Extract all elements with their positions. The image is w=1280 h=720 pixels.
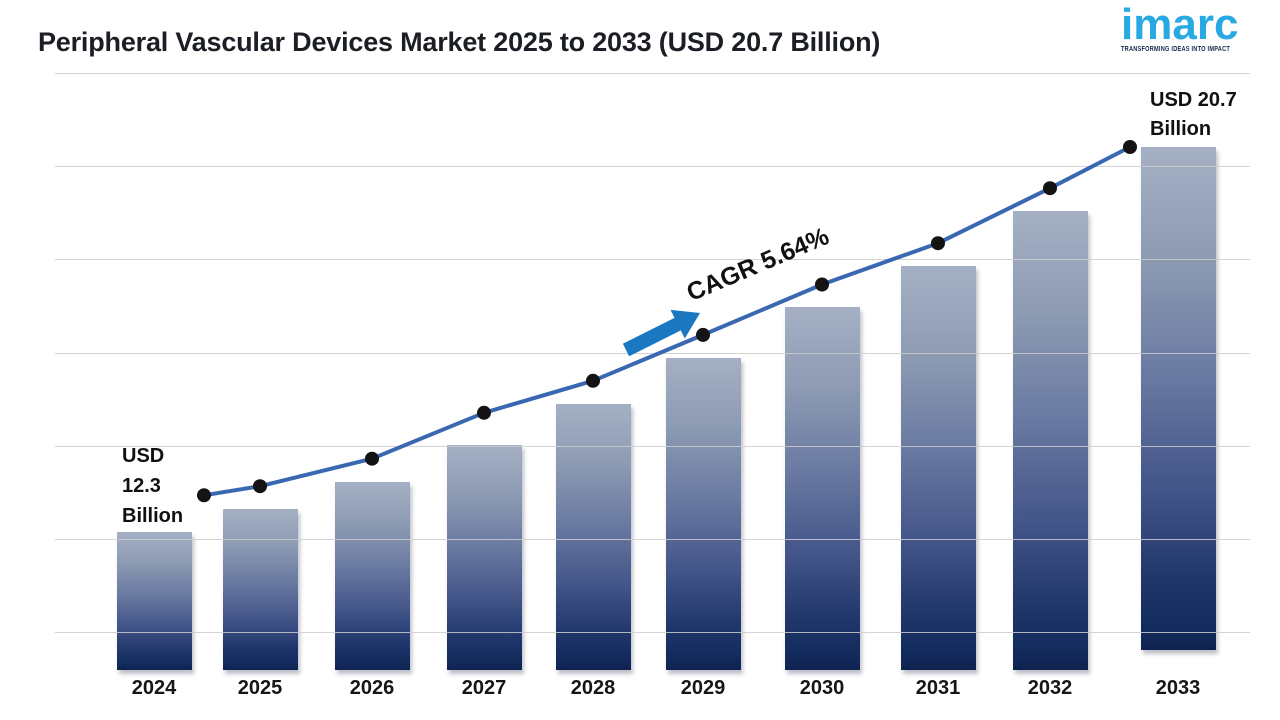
x-axis-label-2028: 2028 [570, 677, 616, 699]
trend-marker-2032 [1043, 181, 1057, 196]
cagr-arrow-icon [622, 309, 700, 357]
x-axis-label-2025: 2025 [237, 677, 283, 699]
bar-2029 [665, 357, 741, 670]
x-axis-label-2031: 2031 [915, 677, 961, 699]
imarc-logo-tagline: TRANSFORMING IDEAS INTO IMPACT [1121, 46, 1231, 53]
gridline-5 [55, 539, 1250, 540]
gridline-4 [55, 446, 1250, 447]
bar-2025 [222, 509, 298, 670]
bar-2032 [1012, 211, 1088, 670]
x-axis-label-2033: 2033 [1155, 677, 1201, 699]
gridline-1 [55, 166, 1250, 167]
x-axis-label-2024: 2024 [131, 677, 177, 699]
trend-marker-2027 [477, 405, 491, 420]
trend-marker-2026 [365, 451, 379, 466]
gridline-6 [55, 632, 1250, 633]
x-axis-label-2029: 2029 [680, 677, 726, 699]
x-axis-label-2027: 2027 [461, 677, 507, 699]
bar-2028 [555, 403, 631, 670]
trend-marker-2030 [815, 277, 829, 292]
bar-2031 [900, 266, 976, 670]
trend-line [203, 145, 1131, 498]
trend-marker-2024 [197, 488, 211, 503]
gridline-0 [55, 73, 1250, 74]
imarc-logo: imarc TRANSFORMING IDEAS INTO IMPACT [1121, 0, 1257, 54]
trend-marker-2028 [586, 373, 600, 388]
gridline-3 [55, 353, 1250, 354]
bar-2030 [784, 307, 860, 670]
page-title: Peripheral Vascular Devices Market 2025 … [38, 27, 881, 57]
bar-2024 [116, 532, 192, 670]
start-value-label: USD 12.3 Billion [122, 445, 184, 527]
x-axis-label-2026: 2026 [349, 677, 395, 699]
x-axis-label-2030: 2030 [799, 677, 845, 699]
trend-marker-2025 [253, 479, 267, 494]
gridline-2 [55, 259, 1250, 260]
bar-2026 [334, 481, 410, 670]
trend-marker-2033 [1123, 140, 1137, 154]
x-axis-label-2032: 2032 [1027, 677, 1073, 699]
end-value-label: USD 20.7 Billion [1150, 89, 1237, 140]
imarc-logo-wordmark: imarc [1121, 0, 1239, 49]
bar-2033 [1140, 147, 1216, 650]
trend-marker-2029 [696, 327, 710, 342]
trend-marker-2031 [931, 236, 945, 251]
